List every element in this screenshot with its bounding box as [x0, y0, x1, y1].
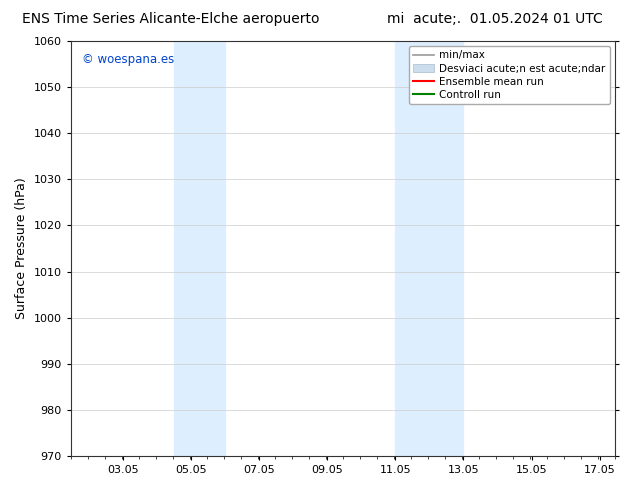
Text: ENS Time Series Alicante-Elche aeropuerto: ENS Time Series Alicante-Elche aeropuert…	[22, 12, 320, 26]
Legend: min/max, Desviaci acute;n est acute;ndar, Ensemble mean run, Controll run: min/max, Desviaci acute;n est acute;ndar…	[409, 46, 610, 104]
Text: © woespana.es: © woespana.es	[82, 53, 174, 67]
Bar	[174, 41, 226, 456]
Text: mi  acute;.  01.05.2024 01 UTC: mi acute;. 01.05.2024 01 UTC	[387, 12, 602, 26]
Bar	[396, 41, 463, 456]
Y-axis label: Surface Pressure (hPa): Surface Pressure (hPa)	[15, 178, 28, 319]
